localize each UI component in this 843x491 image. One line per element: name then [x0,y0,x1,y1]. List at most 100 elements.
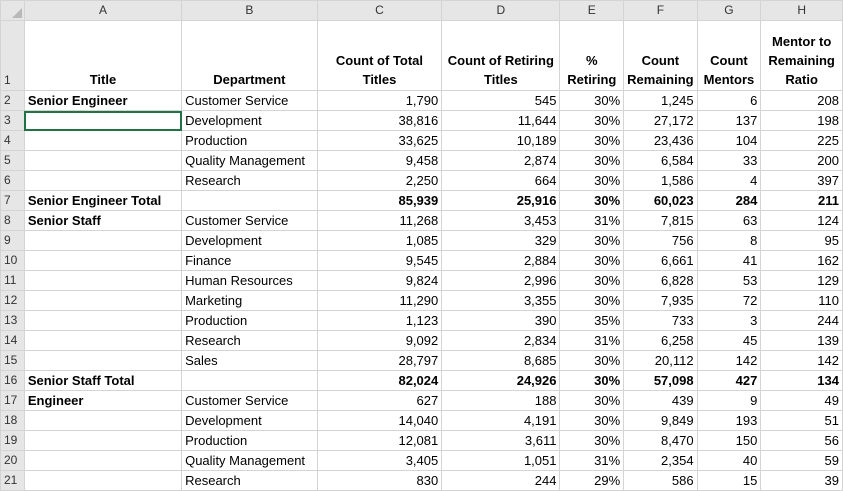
cell-count-remaining[interactable]: 6,661 [623,250,698,271]
cell-department[interactable]: Customer Service [181,390,318,411]
cell-title[interactable] [23,290,183,311]
row-header[interactable]: 20 [0,450,25,471]
cell-department[interactable]: Marketing [181,290,318,311]
cell-title[interactable]: Senior Staff [23,210,183,231]
cell-retiring-titles[interactable]: 390 [441,310,561,331]
cell-count-remaining[interactable]: 7,815 [623,210,698,231]
cell-department[interactable]: Human Resources [181,270,318,291]
cell-total-titles[interactable]: 82,024 [316,370,443,391]
column-header-a[interactable]: A [23,0,183,21]
row-header[interactable]: 11 [0,270,25,291]
cell-pct-retiring[interactable]: 30% [559,410,625,431]
cell-count-mentors[interactable]: 150 [696,430,762,451]
row-header[interactable]: 10 [0,250,25,271]
column-header-f[interactable]: F [623,0,698,21]
cell-pct-retiring[interactable]: 30% [559,430,625,451]
cell-department[interactable] [181,370,318,391]
cell-pct-retiring[interactable]: 30% [559,390,625,411]
cell-pct-retiring[interactable]: 30% [559,290,625,311]
cell-department[interactable]: Development [181,230,318,251]
cell-retiring-titles[interactable]: 10,189 [441,130,561,151]
cell-total-titles[interactable]: 1,790 [316,90,443,111]
cell-department[interactable]: Quality Management [181,450,318,471]
cell-retiring-titles[interactable]: 244 [441,470,561,491]
cell-retiring-titles[interactable]: 11,644 [441,110,561,131]
cell-retiring-titles[interactable]: 664 [441,170,561,191]
cell-mentor-ratio[interactable]: 49 [760,390,843,411]
cell-count-mentors[interactable]: 53 [696,270,762,291]
cell-count-mentors[interactable]: 193 [696,410,762,431]
cell-total-titles[interactable]: 12,081 [316,430,443,451]
cell-count-remaining[interactable]: 586 [623,470,698,491]
header-cell-retiring-titles[interactable]: Count of Retiring Titles [441,20,561,91]
cell-department[interactable]: Research [181,470,318,491]
cell-mentor-ratio[interactable]: 225 [760,130,843,151]
cell-department[interactable]: Production [181,430,318,451]
cell-count-mentors[interactable]: 9 [696,390,762,411]
cell-department[interactable]: Development [181,110,318,131]
cell-title[interactable] [23,170,183,191]
cell-pct-retiring[interactable]: 30% [559,350,625,371]
cell-count-remaining[interactable]: 439 [623,390,698,411]
cell-title[interactable] [23,130,183,151]
cell-title[interactable]: Senior Engineer [23,90,183,111]
cell-count-remaining[interactable]: 6,584 [623,150,698,171]
cell-retiring-titles[interactable]: 24,926 [441,370,561,391]
cell-pct-retiring[interactable]: 30% [559,230,625,251]
column-header-g[interactable]: G [696,0,762,21]
cell-count-mentors[interactable]: 8 [696,230,762,251]
cell-count-remaining[interactable]: 20,112 [623,350,698,371]
cell-pct-retiring[interactable]: 30% [559,110,625,131]
row-header[interactable]: 9 [0,230,25,251]
cell-count-mentors[interactable]: 142 [696,350,762,371]
row-header[interactable]: 7 [0,190,25,211]
cell-title[interactable]: Senior Engineer Total [23,190,183,211]
cell-department[interactable] [181,190,318,211]
cell-count-remaining[interactable]: 8,470 [623,430,698,451]
cell-pct-retiring[interactable]: 31% [559,330,625,351]
column-header-e[interactable]: E [559,0,625,21]
cell-count-remaining[interactable]: 27,172 [623,110,698,131]
row-header[interactable]: 17 [0,390,25,411]
header-cell-count-mentors[interactable]: Count Mentors [696,20,762,91]
cell-pct-retiring[interactable]: 30% [559,270,625,291]
row-header[interactable]: 19 [0,430,25,451]
cell-count-remaining[interactable]: 733 [623,310,698,331]
row-header[interactable]: 1 [0,20,25,91]
cell-mentor-ratio[interactable]: 59 [760,450,843,471]
cell-retiring-titles[interactable]: 1,051 [441,450,561,471]
cell-mentor-ratio[interactable]: 95 [760,230,843,251]
cell-count-remaining[interactable]: 7,935 [623,290,698,311]
cell-retiring-titles[interactable]: 2,874 [441,150,561,171]
cell-title[interactable] [23,470,183,491]
header-cell-mentor-ratio[interactable]: Mentor to Remaining Ratio [760,20,843,91]
cell-mentor-ratio[interactable]: 142 [760,350,843,371]
cell-pct-retiring[interactable]: 30% [559,150,625,171]
cell-count-remaining[interactable]: 2,354 [623,450,698,471]
cell-count-mentors[interactable]: 40 [696,450,762,471]
cell-total-titles[interactable]: 1,085 [316,230,443,251]
row-header[interactable]: 3 [0,110,25,131]
cell-count-mentors[interactable]: 33 [696,150,762,171]
column-header-b[interactable]: B [181,0,318,21]
cell-count-remaining[interactable]: 23,436 [623,130,698,151]
cell-count-remaining[interactable]: 6,258 [623,330,698,351]
cell-mentor-ratio[interactable]: 208 [760,90,843,111]
cell-total-titles[interactable]: 28,797 [316,350,443,371]
cell-department[interactable]: Finance [181,250,318,271]
cell-department[interactable]: Customer Service [181,90,318,111]
cell-title[interactable] [23,350,183,371]
cell-mentor-ratio[interactable]: 397 [760,170,843,191]
cell-title[interactable] [23,330,183,351]
cell-mentor-ratio[interactable]: 134 [760,370,843,391]
cell-retiring-titles[interactable]: 3,355 [441,290,561,311]
cell-count-mentors[interactable]: 15 [696,470,762,491]
cell-title[interactable]: Engineer [23,390,183,411]
row-header[interactable]: 16 [0,370,25,391]
header-cell-pct-retiring[interactable]: % Retiring [559,20,625,91]
cell-pct-retiring[interactable]: 29% [559,470,625,491]
cell-total-titles[interactable]: 627 [316,390,443,411]
cell-title[interactable] [23,310,183,331]
cell-mentor-ratio[interactable]: 56 [760,430,843,451]
cell-mentor-ratio[interactable]: 198 [760,110,843,131]
